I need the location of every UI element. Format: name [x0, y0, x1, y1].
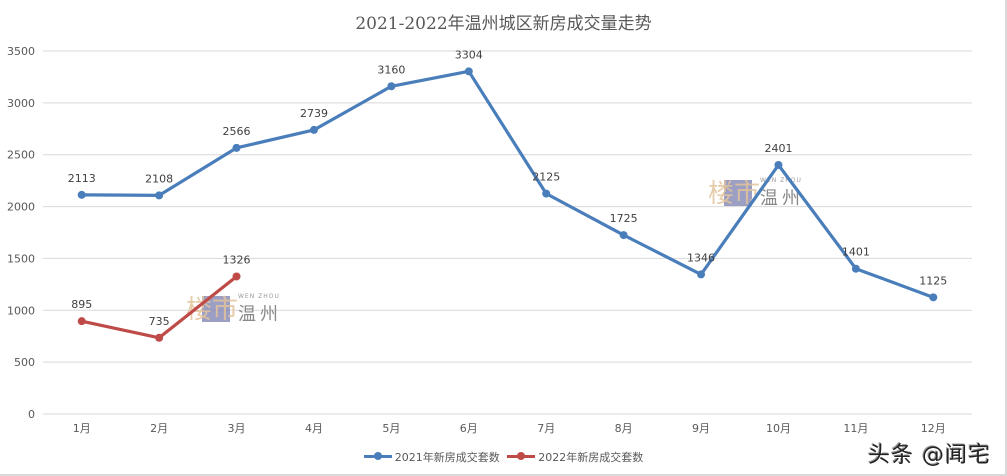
data-point[interactable] [232, 272, 241, 281]
data-label: 1725 [610, 212, 638, 225]
data-label: 1125 [919, 274, 947, 287]
data-point[interactable] [929, 293, 938, 302]
x-tick-label: 5月 [382, 422, 400, 435]
y-tick-label: 2000 [7, 201, 35, 214]
data-point[interactable] [542, 189, 551, 198]
x-tick-label: 4月 [305, 422, 323, 435]
legend-item-2021[interactable]: 2021年新房成交套数 [363, 449, 500, 465]
data-point[interactable] [309, 125, 318, 134]
chart-title: 2021-2022年温州城区新房成交量走势 [355, 14, 652, 34]
watermark-text: WEN ZHOU [760, 177, 802, 184]
data-point[interactable] [155, 191, 164, 200]
data-label: 2125 [532, 171, 560, 184]
data-label: 2108 [145, 172, 173, 185]
data-point[interactable] [697, 270, 706, 279]
data-label: 1326 [223, 253, 251, 266]
x-tick-label: 11月 [843, 422, 868, 435]
data-label: 1346 [687, 251, 715, 264]
data-label: 1401 [842, 246, 870, 259]
y-tick-label: 3000 [7, 97, 35, 110]
data-label: 3160 [377, 63, 405, 76]
watermark-text: 温州 [760, 188, 804, 209]
watermark-text: 温州 [238, 304, 282, 325]
x-tick-label: 9月 [692, 422, 710, 435]
data-label: 735 [149, 315, 170, 328]
data-point[interactable] [464, 67, 473, 76]
legend-item-2022[interactable]: 2022年新房成交套数 [507, 449, 643, 465]
x-tick-label: 7月 [537, 422, 555, 435]
legend-label: 2021年新房成交套数 [394, 450, 500, 464]
data-point[interactable] [77, 317, 86, 326]
data-label: 2401 [764, 142, 792, 155]
y-tick-label: 1000 [7, 304, 35, 317]
legend: 2021年新房成交套数 2022年新房成交套数 [0, 448, 1007, 465]
y-tick-label: 0 [28, 408, 35, 421]
data-point[interactable] [155, 333, 164, 342]
source-watermark: 头条 @闻宅 [868, 443, 991, 468]
data-point[interactable] [774, 160, 783, 169]
x-tick-label: 1月 [73, 422, 91, 435]
x-tick-label: 12月 [921, 422, 946, 435]
data-point[interactable] [77, 190, 86, 199]
y-tick-label: 3500 [7, 45, 35, 58]
x-tick-label: 3月 [228, 422, 246, 435]
data-point[interactable] [387, 82, 396, 91]
x-tick-label: 10月 [766, 422, 791, 435]
watermark-logo-icon [724, 180, 752, 206]
data-label: 2113 [68, 172, 96, 185]
legend-label: 2022年新房成交套数 [538, 450, 644, 464]
data-label: 895 [71, 298, 92, 311]
x-tick-label: 2月 [150, 422, 168, 435]
legend-line-marker-icon [363, 452, 392, 460]
data-point[interactable] [619, 231, 628, 240]
watermark-text: WEN ZHOU [238, 293, 280, 300]
data-label: 3304 [455, 48, 483, 61]
series-line-0 [81, 69, 934, 299]
y-tick-label: 2500 [7, 149, 35, 162]
data-label: 2566 [223, 125, 251, 138]
data-point[interactable] [232, 143, 241, 152]
x-tick-label: 6月 [460, 422, 478, 435]
y-tick-label: 500 [14, 356, 35, 369]
y-tick-label: 1500 [7, 252, 35, 265]
data-label: 2739 [300, 107, 328, 120]
legend-line-marker-icon [507, 452, 536, 460]
x-tick-label: 8月 [615, 422, 633, 435]
data-point[interactable] [851, 264, 860, 273]
